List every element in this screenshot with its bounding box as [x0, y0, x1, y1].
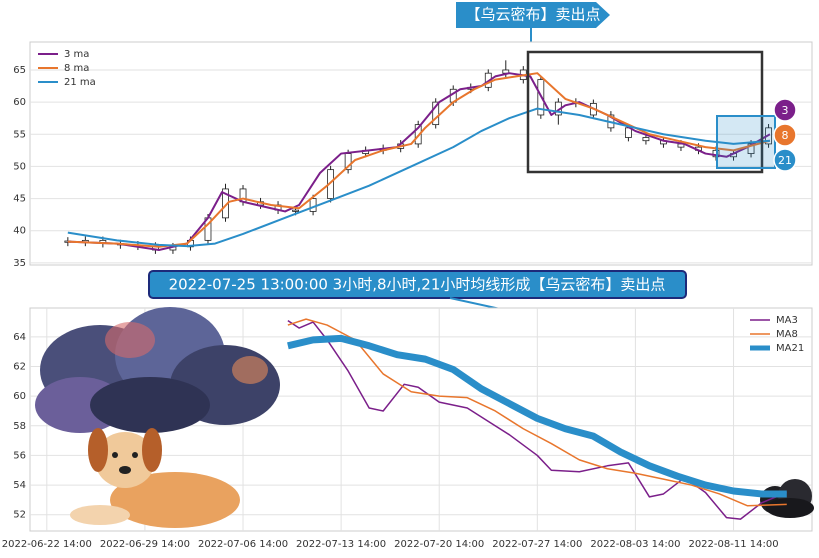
badge [773, 148, 797, 172]
y-tick-label: 50 [13, 161, 26, 172]
legend-label: 3 ma [64, 49, 89, 60]
banner [456, 2, 610, 28]
y-tick-label: 64 [13, 332, 26, 343]
series-line [287, 319, 788, 520]
legend-label: 21 ma [64, 77, 96, 88]
storm-cloud [35, 307, 280, 433]
x-tick-label: 2022-07-20 14:00 [394, 539, 484, 550]
candle-body [747, 143, 755, 154]
candle-body [642, 137, 650, 142]
x-tick-label: 2022-06-29 14:00 [100, 539, 190, 550]
y-tick-label: 55 [13, 129, 26, 140]
illustration [35, 307, 814, 528]
y-tick-label: 40 [13, 226, 26, 237]
candle-body [432, 101, 440, 126]
legend-label: 8 ma [64, 63, 89, 74]
badge-label: 21 [778, 154, 792, 167]
y-tick-label: 52 [13, 510, 26, 521]
badge [773, 98, 797, 122]
highlight-box [716, 115, 776, 169]
y-tick-label: 60 [13, 97, 26, 108]
badge [773, 123, 797, 147]
candle-body [292, 209, 299, 212]
legend-label: MA8 [776, 329, 798, 340]
plot-area [29, 41, 813, 266]
series-line [67, 107, 771, 248]
candle-body [414, 124, 422, 145]
y-tick-label: 56 [13, 450, 26, 461]
x-tick-label: 2022-08-11 14:00 [688, 539, 778, 550]
badge-label: 8 [782, 129, 789, 142]
y-tick-label: 45 [13, 194, 26, 205]
y-tick-label: 62 [13, 362, 26, 373]
banner-text: 2022-07-25 13:00:00 3小时,8小时,21小时均线形成【乌云密… [169, 276, 666, 294]
candle-body [309, 198, 317, 212]
banner-text: 【乌云密布】卖出点 [465, 6, 600, 24]
series-line [67, 72, 771, 248]
x-tick-label: 2022-07-13 14:00 [296, 539, 386, 550]
series-line [287, 334, 787, 498]
x-tick-label: 2022-08-03 14:00 [590, 539, 680, 550]
banner [148, 270, 687, 299]
series-line [67, 72, 771, 252]
y-tick-label: 54 [13, 480, 26, 491]
x-tick-label: 2022-07-06 14:00 [198, 539, 288, 550]
dog [70, 428, 240, 528]
x-tick-label: 2022-06-22 14:00 [2, 539, 92, 550]
y-tick-label: 35 [13, 258, 26, 269]
y-tick-label: 60 [13, 391, 26, 402]
legend-label: MA3 [776, 315, 798, 326]
y-tick-label: 65 [13, 65, 26, 76]
x-tick-label: 2022-07-27 14:00 [492, 539, 582, 550]
legend-label: MA21 [776, 343, 804, 354]
badge-label: 3 [782, 104, 789, 117]
y-tick-label: 58 [13, 421, 26, 432]
highlight-box [526, 50, 764, 174]
